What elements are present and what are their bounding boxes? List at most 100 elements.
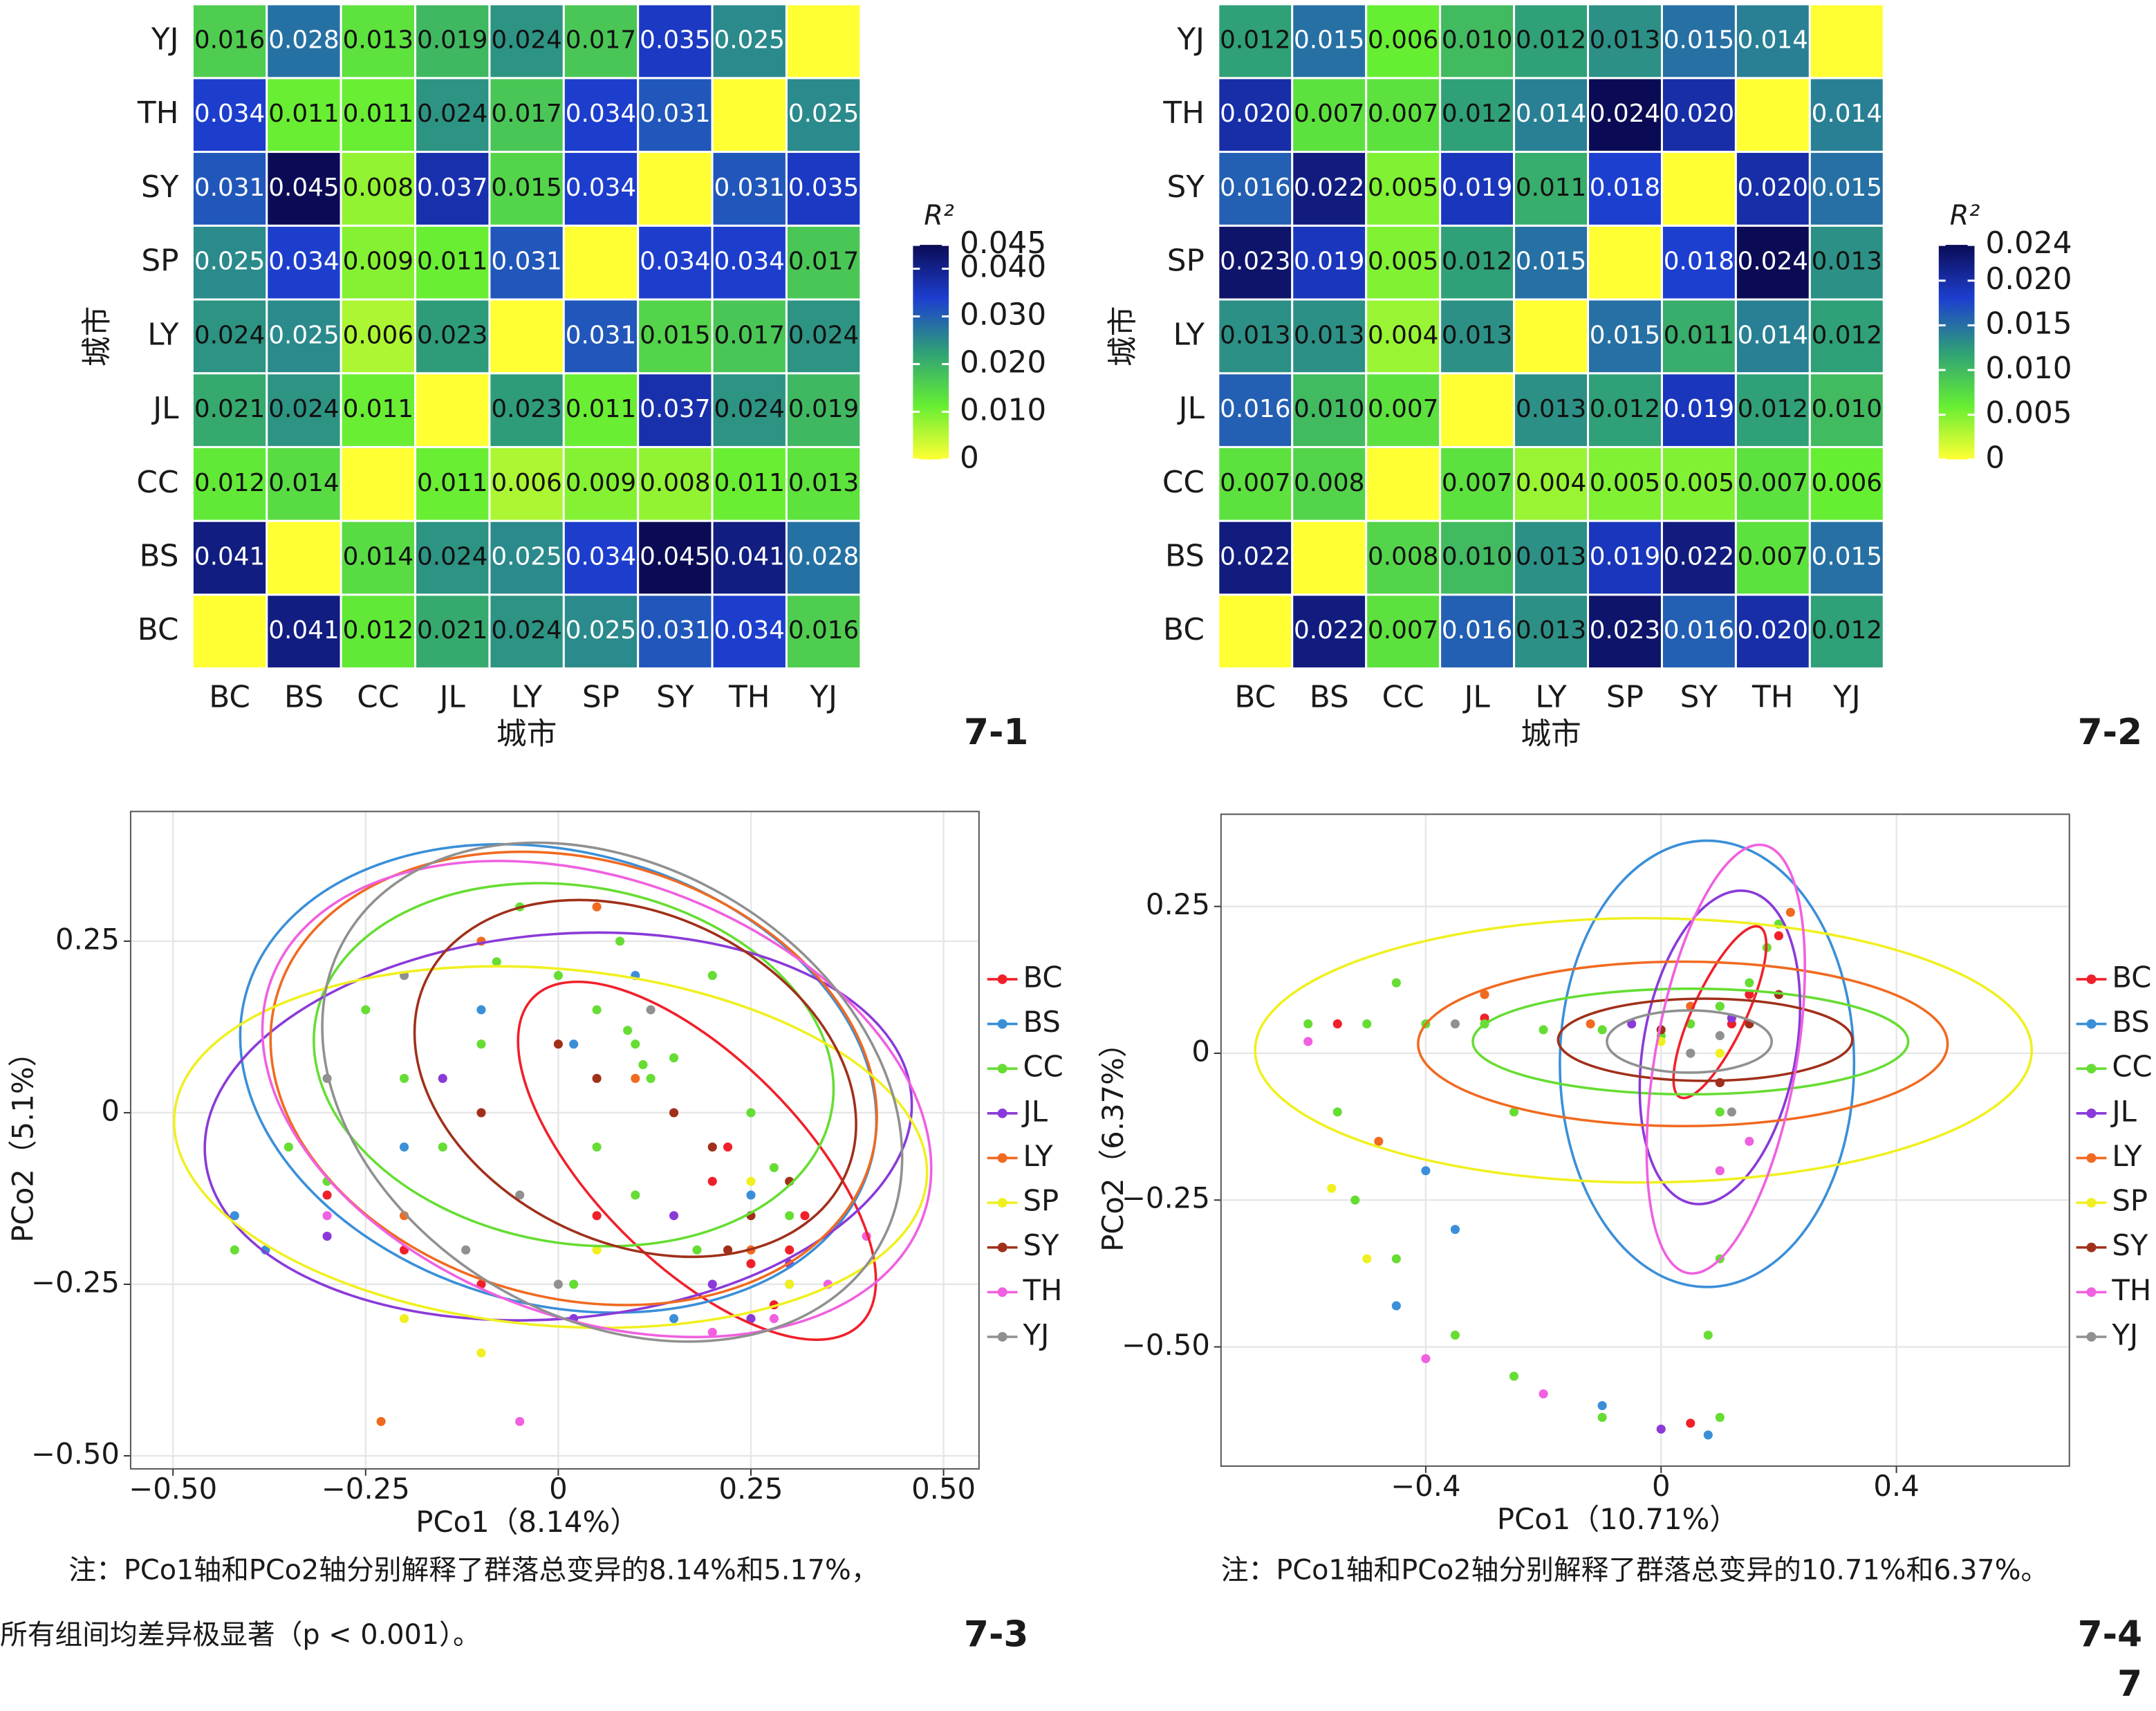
cell-label: 0.031 [566, 321, 636, 349]
point [592, 1005, 602, 1015]
point [646, 1073, 656, 1083]
point [800, 1211, 810, 1221]
heatmap-cell [191, 3, 268, 80]
heatmap-cell [414, 224, 491, 301]
point [1727, 1107, 1736, 1117]
y-tick-label: LY [147, 317, 179, 352]
point [1350, 1195, 1360, 1205]
point [1703, 1430, 1713, 1440]
cell-label: 0.017 [566, 26, 636, 54]
point [1627, 1019, 1637, 1029]
cell-label: 0.008 [640, 469, 710, 497]
empty-cell [414, 372, 491, 448]
cell-label: 0.019 [1590, 542, 1660, 571]
point [1656, 1424, 1666, 1434]
legend-dot [2086, 1108, 2097, 1118]
heatmap-cell [340, 77, 417, 154]
cell-label: 0.015 [491, 174, 561, 202]
figure-label: 7 [2117, 1663, 2142, 1705]
point [476, 1039, 486, 1049]
legend-dot [2086, 1064, 2097, 1074]
x-tick-label: BC [209, 679, 250, 714]
point [438, 1073, 447, 1083]
cell-label: 0.031 [640, 100, 710, 128]
confidence-ellipse [413, 898, 857, 1259]
heatmap-cell [1291, 593, 1368, 670]
x-tick-label: CC [1382, 679, 1424, 714]
legend-label: BS [1023, 1005, 1060, 1039]
cell-label: 0.006 [343, 321, 413, 349]
cell-label: 0.021 [417, 616, 487, 645]
heatmap-cell [191, 519, 268, 596]
x-tick-label: 0.4 [1873, 1469, 1919, 1503]
cell-label: 0.024 [1738, 248, 1808, 276]
point [361, 1005, 371, 1015]
point [1597, 1025, 1607, 1035]
point [785, 1245, 794, 1255]
heatmap-cell [637, 77, 714, 154]
legend-dot [997, 1019, 1007, 1029]
legend-label: SY [2112, 1228, 2148, 1262]
cell-label: 0.008 [1294, 469, 1364, 497]
x-tick-label: JL [1462, 679, 1490, 714]
cell-label: 0.024 [714, 395, 785, 423]
legend-label: YJ [2111, 1317, 2138, 1351]
panel-label: 7-2 [2078, 712, 2142, 753]
legend-dot [2086, 1287, 2097, 1297]
heatmap-cell [1291, 298, 1368, 375]
point [746, 1108, 756, 1118]
cell-label: 0.017 [491, 100, 561, 128]
heatmap-cell [266, 593, 342, 670]
cell-label: 0.005 [1368, 174, 1438, 202]
point [769, 1163, 779, 1172]
heatmap-cell [1587, 77, 1663, 154]
cell-label: 0.034 [714, 248, 785, 276]
y-tick-label: 0.25 [55, 922, 120, 956]
y-tick-label: TH [1162, 95, 1205, 131]
cell-label: 0.015 [1812, 174, 1882, 202]
cell-label: 0.011 [417, 248, 487, 276]
empty-cell [1365, 445, 1442, 522]
heatmap-cell [414, 445, 491, 522]
heatmap-cell [1808, 372, 1885, 448]
point [230, 1245, 239, 1255]
cell-label: 0.009 [566, 469, 636, 497]
point [1332, 1107, 1342, 1117]
cell-label: 0.010 [1442, 26, 1512, 54]
legend-label: JL [1021, 1094, 1048, 1128]
x-tick-label: LY [511, 679, 543, 714]
cell-label: 0.010 [1812, 395, 1882, 423]
point [1715, 1001, 1725, 1011]
cell-label: 0.013 [343, 26, 413, 54]
heatmap-cell [1291, 77, 1368, 154]
cell-label: 0.022 [1664, 542, 1734, 571]
empty-cell [1513, 298, 1590, 375]
point [492, 957, 501, 967]
heatmap-cell [1808, 224, 1885, 301]
cell-label: 0.023 [1220, 248, 1290, 276]
point [785, 1279, 794, 1289]
y-tick-label: BC [138, 612, 179, 647]
cell-label: 0.035 [788, 174, 859, 202]
confidence-ellipse [1417, 960, 1949, 1128]
heatmap-cell [1513, 593, 1590, 670]
cell-label: 0.024 [194, 321, 265, 349]
confidence-ellipse [1606, 1009, 1773, 1074]
x-tick-label: JL [438, 679, 466, 714]
cell-label: 0.034 [566, 174, 636, 202]
cell-label: 0.034 [268, 248, 339, 276]
colorbar [1938, 245, 1975, 460]
cell-label: 0.045 [640, 542, 710, 571]
y-tick-label: SY [141, 169, 179, 205]
point [476, 1005, 486, 1015]
legend-dot [2086, 974, 2097, 984]
cell-label: 0.031 [491, 248, 561, 276]
confidence-ellipse [1672, 925, 1768, 1100]
cell-label: 0.016 [788, 616, 859, 645]
y-tick-label: JL [151, 391, 179, 426]
cell-label: 0.016 [1442, 616, 1512, 645]
point [746, 1259, 756, 1268]
cell-label: 0.005 [1368, 248, 1438, 276]
point [707, 970, 717, 981]
